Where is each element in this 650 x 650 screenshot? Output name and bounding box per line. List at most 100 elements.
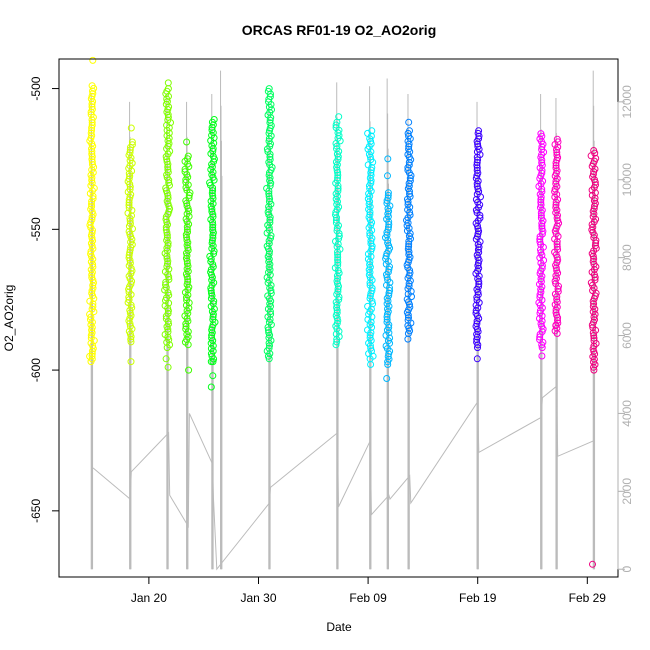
data-point bbox=[184, 278, 192, 286]
x-tick-label-2: Feb 09 bbox=[349, 591, 387, 605]
data-point bbox=[334, 169, 342, 177]
data-point bbox=[368, 164, 376, 171]
data-point bbox=[555, 282, 562, 290]
right-y-tick-label-3: 6000 bbox=[620, 322, 634, 349]
data-point bbox=[164, 160, 172, 168]
data-point-outlier bbox=[383, 375, 391, 382]
data-point bbox=[333, 314, 341, 322]
data-point bbox=[405, 158, 413, 166]
data-point-outlier bbox=[265, 85, 273, 93]
data-point bbox=[537, 267, 545, 275]
right-y-tick-label-0: 0 bbox=[620, 566, 634, 573]
data-point bbox=[473, 333, 481, 341]
data-point bbox=[473, 137, 481, 145]
y-tick-label-2: -600 bbox=[29, 358, 43, 382]
data-point bbox=[334, 256, 342, 264]
data-point-outlier bbox=[404, 335, 412, 343]
data-point bbox=[554, 211, 561, 219]
data-point bbox=[552, 306, 560, 314]
data-point-outlier bbox=[162, 355, 170, 363]
data-point bbox=[266, 213, 274, 221]
data-point bbox=[333, 306, 341, 314]
data-point-outlier bbox=[88, 352, 96, 360]
data-point bbox=[538, 222, 546, 230]
data-point bbox=[334, 251, 342, 259]
flight-cluster-5 bbox=[206, 116, 219, 391]
right-y-tick-label-2: 4000 bbox=[620, 400, 634, 427]
data-point bbox=[475, 278, 483, 285]
data-point bbox=[208, 331, 216, 339]
data-point bbox=[182, 320, 190, 328]
data-point bbox=[127, 338, 135, 346]
data-point bbox=[89, 276, 97, 284]
data-point bbox=[126, 246, 134, 254]
data-point bbox=[538, 167, 546, 175]
data-point-outlier bbox=[183, 138, 191, 146]
data-point bbox=[162, 226, 170, 234]
data-point bbox=[208, 326, 216, 334]
data-point bbox=[384, 361, 392, 368]
data-point bbox=[163, 155, 171, 163]
right-y-axis: 0 2000 4000 6000 8000 10000 12000 bbox=[617, 85, 634, 573]
data-point bbox=[183, 252, 191, 260]
data-point bbox=[87, 232, 95, 239]
data-point bbox=[590, 300, 598, 308]
data-point-outlier bbox=[538, 352, 546, 360]
data-point bbox=[184, 275, 192, 283]
x-tick-label-3: Feb 19 bbox=[459, 591, 497, 605]
data-point bbox=[267, 114, 275, 122]
right-y-tick-label-1: 2000 bbox=[620, 478, 634, 505]
data-point bbox=[473, 317, 481, 325]
data-point bbox=[384, 189, 392, 197]
flight-cluster-7 bbox=[331, 113, 344, 349]
data-point bbox=[88, 347, 96, 355]
data-point bbox=[590, 332, 598, 339]
data-point bbox=[384, 191, 392, 199]
flight-cluster-1 bbox=[86, 56, 98, 366]
data-point bbox=[385, 218, 393, 226]
data-point bbox=[87, 331, 95, 339]
data-point bbox=[405, 280, 413, 287]
data-point bbox=[384, 210, 392, 218]
data-point bbox=[407, 172, 415, 179]
data-point bbox=[589, 329, 597, 337]
data-point bbox=[125, 199, 133, 206]
data-point bbox=[208, 289, 215, 297]
data-point bbox=[125, 170, 133, 178]
data-point bbox=[127, 333, 135, 341]
data-point bbox=[125, 196, 133, 204]
data-point bbox=[207, 266, 215, 273]
data-point bbox=[536, 233, 544, 241]
data-point bbox=[183, 223, 191, 231]
data-point bbox=[126, 249, 134, 256]
data-point bbox=[164, 317, 172, 325]
data-point bbox=[367, 169, 375, 177]
data-point bbox=[89, 281, 97, 289]
data-point bbox=[538, 219, 546, 227]
data-point bbox=[385, 220, 393, 228]
data-point bbox=[333, 163, 341, 171]
data-point bbox=[590, 363, 597, 371]
data-point bbox=[368, 297, 376, 305]
data-point-outlier bbox=[127, 124, 135, 132]
data-point bbox=[591, 273, 599, 281]
data-point bbox=[405, 243, 413, 251]
data-point bbox=[265, 135, 273, 143]
data-point bbox=[265, 339, 273, 347]
data-point bbox=[265, 190, 273, 198]
data-point bbox=[383, 273, 391, 281]
data-point bbox=[165, 176, 173, 184]
data-point bbox=[265, 203, 273, 211]
data-point bbox=[474, 246, 482, 254]
data-point bbox=[164, 163, 172, 171]
y-axis-label: O2_AO2orig bbox=[2, 285, 16, 352]
data-point bbox=[266, 174, 274, 182]
data-point bbox=[404, 245, 412, 253]
data-point-outlier bbox=[164, 79, 172, 87]
data-point bbox=[406, 301, 413, 308]
data-point bbox=[88, 116, 96, 124]
data-point bbox=[89, 87, 96, 95]
data-point bbox=[87, 247, 95, 255]
data-point bbox=[125, 251, 133, 259]
data-point bbox=[183, 199, 191, 207]
